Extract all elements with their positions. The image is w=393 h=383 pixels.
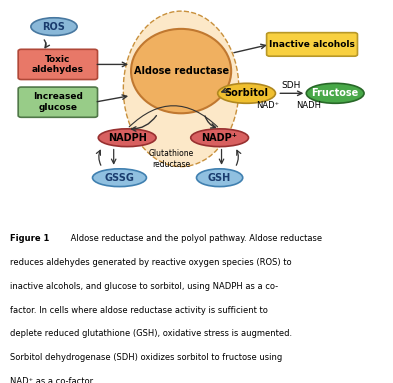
- Text: Figure 1: Figure 1: [10, 234, 49, 243]
- Text: Fructose: Fructose: [312, 88, 359, 98]
- Text: factor. In cells where aldose reductase activity is sufficient to: factor. In cells where aldose reductase …: [10, 306, 268, 314]
- Text: NADPH: NADPH: [108, 133, 147, 143]
- Text: reduces aldehydes generated by reactive oxygen species (ROS) to: reduces aldehydes generated by reactive …: [10, 258, 292, 267]
- Text: SDH: SDH: [281, 81, 301, 90]
- Text: Sorbitol dehydrogenase (SDH) oxidizes sorbitol to fructose using: Sorbitol dehydrogenase (SDH) oxidizes so…: [10, 353, 282, 362]
- Text: inactive alcohols, and glucose to sorbitol, using NADPH as a co-: inactive alcohols, and glucose to sorbit…: [10, 282, 278, 291]
- Text: Sorbitol: Sorbitol: [224, 88, 268, 98]
- Text: deplete reduced glutathione (GSH), oxidative stress is augmented.: deplete reduced glutathione (GSH), oxida…: [10, 329, 292, 338]
- Ellipse shape: [306, 83, 364, 103]
- FancyBboxPatch shape: [18, 87, 97, 117]
- Text: Toxic
aldehydes: Toxic aldehydes: [32, 55, 84, 74]
- Text: Glutathione
reductase: Glutathione reductase: [149, 149, 194, 169]
- FancyBboxPatch shape: [266, 33, 358, 56]
- Text: Inactive alcohols: Inactive alcohols: [269, 40, 355, 49]
- Ellipse shape: [92, 169, 147, 187]
- Text: Increased
glucose: Increased glucose: [33, 92, 83, 112]
- Ellipse shape: [131, 29, 231, 113]
- Text: NADH: NADH: [296, 101, 321, 110]
- Text: ROS: ROS: [42, 22, 66, 32]
- Ellipse shape: [123, 11, 239, 167]
- Ellipse shape: [196, 169, 243, 187]
- Ellipse shape: [98, 129, 156, 147]
- Ellipse shape: [31, 18, 77, 36]
- Text: GSSG: GSSG: [105, 173, 134, 183]
- Text: NAD⁺: NAD⁺: [256, 101, 279, 110]
- Text: Aldose reductase: Aldose reductase: [134, 66, 229, 76]
- Text: Aldose reductase and the polyol pathway. Aldose reductase: Aldose reductase and the polyol pathway.…: [68, 234, 322, 243]
- FancyBboxPatch shape: [18, 49, 97, 80]
- Ellipse shape: [218, 83, 275, 103]
- Text: NAD⁺ as a co-factor.: NAD⁺ as a co-factor.: [10, 377, 95, 383]
- Text: NADP⁺: NADP⁺: [202, 133, 238, 143]
- Text: GSH: GSH: [208, 173, 231, 183]
- Ellipse shape: [191, 129, 248, 147]
